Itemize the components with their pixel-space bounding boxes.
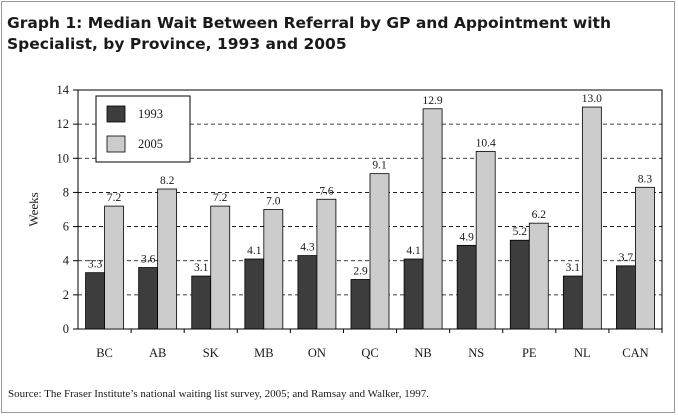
legend-swatch-1993 bbox=[106, 105, 126, 123]
bar-1993-QC bbox=[350, 279, 371, 330]
bar-1993-NL bbox=[562, 275, 583, 330]
bar-1993-NB bbox=[403, 258, 424, 330]
bar-2005-NB bbox=[422, 108, 443, 330]
legend-label-1993: 1993 bbox=[138, 107, 163, 121]
bar-2005-QC bbox=[369, 173, 390, 330]
bar-1993-BC bbox=[85, 272, 105, 330]
data-label-1993-PE: 5.2 bbox=[513, 226, 528, 238]
data-label-1993-BC: 3.3 bbox=[88, 259, 103, 271]
category-label-SK: SK bbox=[203, 346, 219, 360]
y-tick-label-2: 2 bbox=[63, 288, 69, 302]
data-label-1993-QC: 2.9 bbox=[353, 265, 368, 277]
bar-1993-NS bbox=[456, 244, 477, 330]
data-label-1993-NS: 4.9 bbox=[459, 231, 474, 243]
bar-1993-ON bbox=[297, 255, 318, 330]
y-axis-label: Weeks bbox=[26, 192, 41, 226]
data-label-1993-NB: 4.1 bbox=[406, 245, 421, 257]
bar-1993-MB bbox=[244, 258, 265, 330]
bar-1993-AB bbox=[138, 267, 159, 330]
category-label-NL: NL bbox=[574, 346, 591, 360]
data-label-2005-QC: 9.1 bbox=[372, 160, 387, 172]
data-label-1993-AB: 3.6 bbox=[141, 254, 156, 266]
data-label-2005-NB: 12.9 bbox=[423, 95, 443, 107]
category-label-PE: PE bbox=[522, 346, 537, 360]
bar-2005-SK bbox=[210, 205, 231, 330]
category-label-MB: MB bbox=[254, 346, 273, 360]
bar-2005-ON bbox=[316, 198, 337, 330]
data-label-2005-SK: 7.2 bbox=[213, 192, 228, 204]
chart-title-line-2: Specialist, by Province, 1993 and 2005 bbox=[7, 35, 347, 53]
data-label-1993-CAN: 3.7 bbox=[619, 252, 634, 264]
y-tick-label-14: 14 bbox=[57, 83, 70, 97]
bar-2005-MB bbox=[263, 209, 284, 330]
data-label-2005-CAN: 8.3 bbox=[638, 173, 653, 185]
data-label-2005-BC: 7.2 bbox=[107, 192, 122, 204]
bar-2005-BC bbox=[104, 205, 124, 330]
data-label-2005-AB: 8.2 bbox=[160, 175, 175, 187]
bar-1993-SK bbox=[191, 275, 212, 330]
data-label-2005-PE: 6.2 bbox=[532, 209, 547, 221]
category-label-AB: AB bbox=[149, 346, 166, 360]
y-tick-label-4: 4 bbox=[63, 254, 70, 268]
source-note: Source: The Fraser Institute’s national … bbox=[8, 388, 429, 400]
data-label-2005-NS: 10.4 bbox=[476, 137, 496, 149]
data-label-2005-NL: 13.0 bbox=[582, 93, 602, 105]
bar-1993-PE bbox=[509, 239, 530, 330]
data-label-2005-MB: 7.0 bbox=[266, 196, 281, 208]
data-label-1993-NL: 3.1 bbox=[566, 262, 581, 274]
category-label-NB: NB bbox=[414, 346, 431, 360]
bar-2005-CAN bbox=[635, 186, 655, 330]
bar-1993-CAN bbox=[616, 265, 636, 330]
category-label-BC: BC bbox=[96, 346, 113, 360]
bar-2005-NS bbox=[475, 151, 496, 330]
y-tick-label-10: 10 bbox=[57, 151, 70, 165]
bar-2005-PE bbox=[528, 222, 549, 330]
y-tick-label-0: 0 bbox=[63, 322, 69, 336]
bar-2005-NL bbox=[581, 106, 602, 330]
category-label-CAN: CAN bbox=[622, 346, 648, 360]
bar-2005-AB bbox=[157, 188, 178, 330]
category-label-QC: QC bbox=[361, 346, 378, 360]
category-label-NS: NS bbox=[468, 346, 484, 360]
chart-title-line-1: Graph 1: Median Wait Between Referral by… bbox=[7, 14, 611, 32]
y-tick-label-6: 6 bbox=[63, 220, 69, 234]
data-label-1993-SK: 3.1 bbox=[194, 262, 209, 274]
data-label-1993-ON: 4.3 bbox=[300, 242, 315, 254]
y-tick-label-12: 12 bbox=[57, 117, 70, 131]
category-label-ON: ON bbox=[308, 346, 326, 360]
data-label-2005-ON: 7.6 bbox=[319, 185, 334, 197]
data-label-1993-MB: 4.1 bbox=[247, 245, 262, 257]
legend-swatch-2005 bbox=[106, 135, 126, 153]
legend-label-2005: 2005 bbox=[138, 137, 163, 151]
y-tick-label-8: 8 bbox=[63, 185, 69, 199]
